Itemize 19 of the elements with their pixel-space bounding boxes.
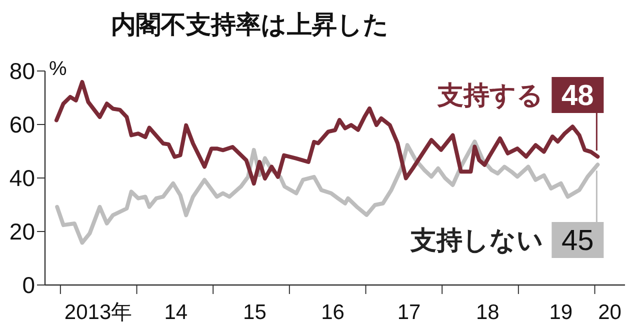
x-tick-label: 19 <box>549 301 573 324</box>
y-tick-label: 0 <box>22 272 35 298</box>
y-tick-label: 60 <box>9 112 35 138</box>
legend-label: 支持しない <box>410 225 544 255</box>
data-label: 45 <box>562 225 594 257</box>
x-tick-label: 2013年 <box>64 301 132 324</box>
x-tick-label: 15 <box>243 301 266 324</box>
y-tick-label: 80 <box>9 58 35 84</box>
x-tick-label: 20 <box>598 301 622 324</box>
y-axis-title: % <box>49 58 67 80</box>
chart-title: 内閣不支持率は上昇した <box>111 11 389 39</box>
y-tick-label: 20 <box>9 218 35 244</box>
data-label: 48 <box>562 80 594 112</box>
x-tick-label: 17 <box>397 301 421 324</box>
x-tick-label: 14 <box>164 301 188 324</box>
legend-label: 支持する <box>436 80 544 110</box>
x-tick-label: 16 <box>321 301 344 324</box>
x-tick-label: 18 <box>476 301 500 324</box>
y-tick-label: 40 <box>9 165 35 191</box>
